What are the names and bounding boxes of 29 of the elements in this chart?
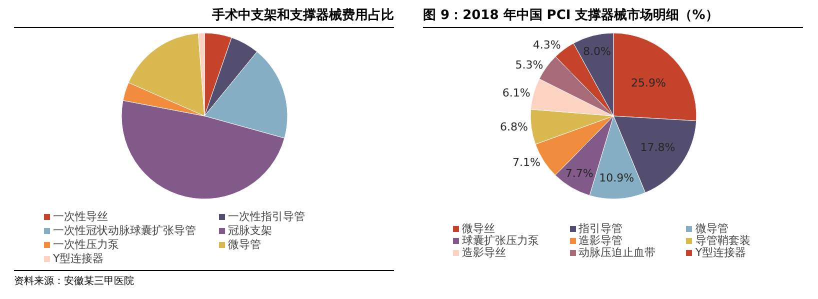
data-label: 10.9% xyxy=(599,172,634,185)
data-label: 6.1% xyxy=(502,86,530,100)
legend-label: 一次性导丝 xyxy=(53,210,108,224)
data-label: 7.7% xyxy=(565,167,594,180)
data-label: 5.3% xyxy=(515,58,544,72)
data-label: 6.8% xyxy=(500,120,528,134)
legend-label: 指引导管 xyxy=(578,222,623,235)
data-label: 25.9% xyxy=(630,76,666,90)
legend-label: 一次性指引导管 xyxy=(228,210,305,224)
legend-label: 一次性压力泵 xyxy=(53,238,119,252)
data-label: 17.8% xyxy=(640,140,676,154)
legend-label: 球囊扩张压力泵 xyxy=(462,234,539,247)
chart-title: 手术中支架和支撑器械费用占比 xyxy=(14,6,394,28)
legend-label: Y型连接器 xyxy=(53,252,104,266)
legend-label: 微导丝 xyxy=(462,222,495,235)
legend-label: 导管鞘套装 xyxy=(695,234,750,247)
legend-label: 冠脉支架 xyxy=(228,224,272,238)
legend-label: 微导管 xyxy=(695,222,728,235)
legend-label: 造影导丝 xyxy=(462,246,506,259)
legend-label: 造影导管 xyxy=(578,234,623,247)
data-label: 7.1% xyxy=(512,156,540,170)
legend-label: 微导管 xyxy=(228,238,261,252)
legend-label: 动脉压迫止血带 xyxy=(578,246,656,259)
data-label: 4.3% xyxy=(532,38,561,52)
data-label: 8.0% xyxy=(582,45,611,58)
chart-title: 图 9：2018 年中国 PCI 支撑器械市场明细（%） xyxy=(423,6,803,28)
legend-label: Y型连接器 xyxy=(695,246,746,259)
text: 资料来源：安徽某三甲医院 xyxy=(14,270,394,288)
legend-label: 一次性冠状动脉球囊扩张导管 xyxy=(53,224,196,238)
